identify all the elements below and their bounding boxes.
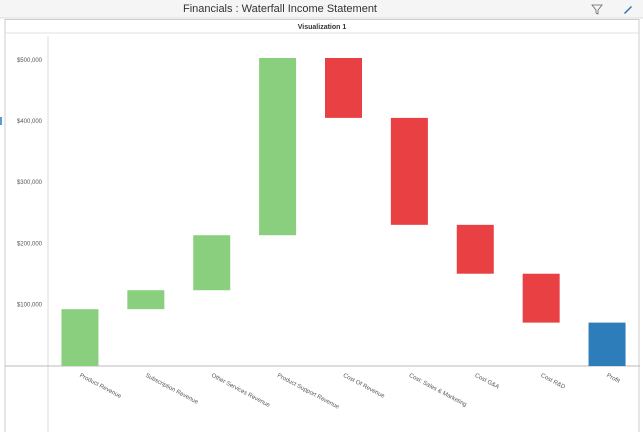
y-tick-label: $500,000 [17,58,43,64]
edit-icon[interactable] [624,6,632,14]
bar [522,273,560,323]
bar [61,309,99,366]
side-handle[interactable] [0,117,2,125]
bar [325,58,362,118]
header-bar [0,0,643,18]
y-tick-label: $400,000 [17,119,43,125]
bar [390,117,428,225]
bar [588,322,626,366]
panel-title: Visualization 1 [298,24,347,31]
y-tick-label: $300,000 [17,180,43,186]
bar [193,235,231,291]
plot: $100,000 $200,000 $300,000 $400,000 $500,000… [5,36,640,432]
y-tick-label: $100,000 [17,302,43,308]
bar [456,224,494,274]
panel [4,19,640,432]
bar [127,290,165,310]
bar [259,58,297,236]
filter-icon[interactable] [591,4,603,15]
page-title: Financials : Waterfall Income Statement [183,3,377,15]
y-tick-label: $200,000 [17,241,43,247]
